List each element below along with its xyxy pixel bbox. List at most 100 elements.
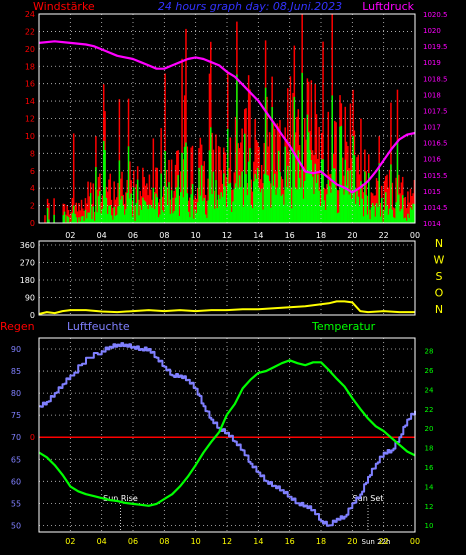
compass-label: N [435,303,443,316]
tick-label: 0 [30,311,35,320]
gust-bar [245,108,247,223]
gust-bar [213,190,216,223]
gust-bar [206,200,208,223]
pressure-polyline [38,40,416,194]
mean-wind-bar [287,165,289,223]
gust-bar [411,195,413,223]
tick-label: 80 [11,389,21,398]
mean-wind-bar [327,179,330,223]
mean-wind-bar [326,194,328,223]
tick-label: 1019.5 [423,43,448,51]
mean-wind-bar [332,168,335,223]
wind-pressure-panel: Windstärke 24 hours graph day: 08.Juni.2… [25,0,448,240]
gust-bar [164,73,166,223]
mean-wind-bar [208,150,211,223]
gust-bar [86,203,88,223]
mean-wind-bar [383,210,386,223]
direction-tick-labels: 0 90 180 270 360 [20,241,35,320]
gust-bar [53,198,55,223]
mean-wind-bar [366,214,369,223]
tick-label: 1018.5 [423,75,448,83]
mean-wind-bar [281,194,284,223]
gust-bar [315,114,318,223]
mean-wind-bar [297,150,300,223]
mean-wind-bar [253,181,255,223]
gust-bar [93,211,96,223]
tick-label: 18 [316,537,326,546]
wind-axis-label: Windstärke [33,0,95,13]
tick-label: 06 [128,231,138,240]
gust-bar [202,165,204,223]
mean-wind-bar [322,159,324,223]
tick-label: 28 [425,348,434,356]
mean-wind-bar [323,200,326,223]
mean-wind-bar [365,194,367,223]
mean-wind-bar [354,203,357,223]
tick-label: 24 [425,386,434,394]
mean-wind-bar [274,173,276,223]
gust-bar [318,126,320,223]
mean-wind-bar [95,167,97,223]
mean-wind-bar [337,212,340,223]
mean-wind-bar [315,182,318,223]
tick-label: 20 [347,231,357,240]
mean-wind-bar [251,208,254,223]
mean-wind-bar [275,194,277,223]
mean-wind-bar [344,159,347,223]
mean-wind-bar [182,197,185,223]
mean-wind-bar [313,194,315,223]
tick-label: 00 [410,231,420,240]
mean-wind-bar [91,219,93,223]
gust-bar [279,120,281,223]
gust-bar [403,197,405,223]
sun-markers: Sun Rise Sun Set Sun 22h [103,494,390,546]
mean-wind-bar [375,203,378,223]
gust-bar [117,182,119,223]
gust-bar [83,210,85,223]
mean-wind-bar [246,195,249,223]
mean-wind-bar [243,133,246,223]
tick-label: 10 [25,132,35,141]
tick-label: 16 [285,537,295,546]
gust-bar [258,146,260,223]
mean-wind-bar [88,212,91,223]
mean-wind-bar [403,218,405,223]
mean-wind-bar [121,196,123,223]
mean-wind-bar [298,178,301,223]
mean-wind-bar [259,192,262,223]
gust-bar [100,202,102,223]
mean-wind-bar [180,192,182,223]
compass-label: W [434,254,445,267]
mean-wind-bar [257,167,259,223]
tick-label: 20 [347,537,357,546]
mean-wind-bar [310,159,313,223]
rain-value-label: 0 [30,433,35,442]
mean-wind-bar [105,197,108,223]
mean-wind-bar [276,187,279,223]
gust-bar [294,132,297,223]
tick-label: 04 [97,537,107,546]
mean-wind-bar [118,160,121,223]
mean-wind-bar [168,182,170,223]
mean-wind-bar [170,190,173,223]
tick-label: 12 [222,537,232,546]
mean-wind-bar [46,207,49,223]
tick-label: 14 [25,97,35,106]
tick-label: 90 [25,294,35,303]
gust-bar [394,208,396,223]
mean-wind-bar [176,187,178,223]
tick-label: 08 [159,231,169,240]
mean-wind-bar [166,205,169,223]
mean-wind-bar [343,194,345,223]
gust-bar [404,196,407,223]
mean-wind-bar [186,193,189,223]
temperature-polyline [38,359,416,507]
tick-label: 8 [30,149,35,158]
gust-bar [195,199,198,223]
mean-wind-bar [123,214,126,223]
mean-wind-bar [53,214,55,223]
gust-bar [349,103,352,223]
gust-bar [268,132,271,223]
gust-bar [407,191,409,223]
